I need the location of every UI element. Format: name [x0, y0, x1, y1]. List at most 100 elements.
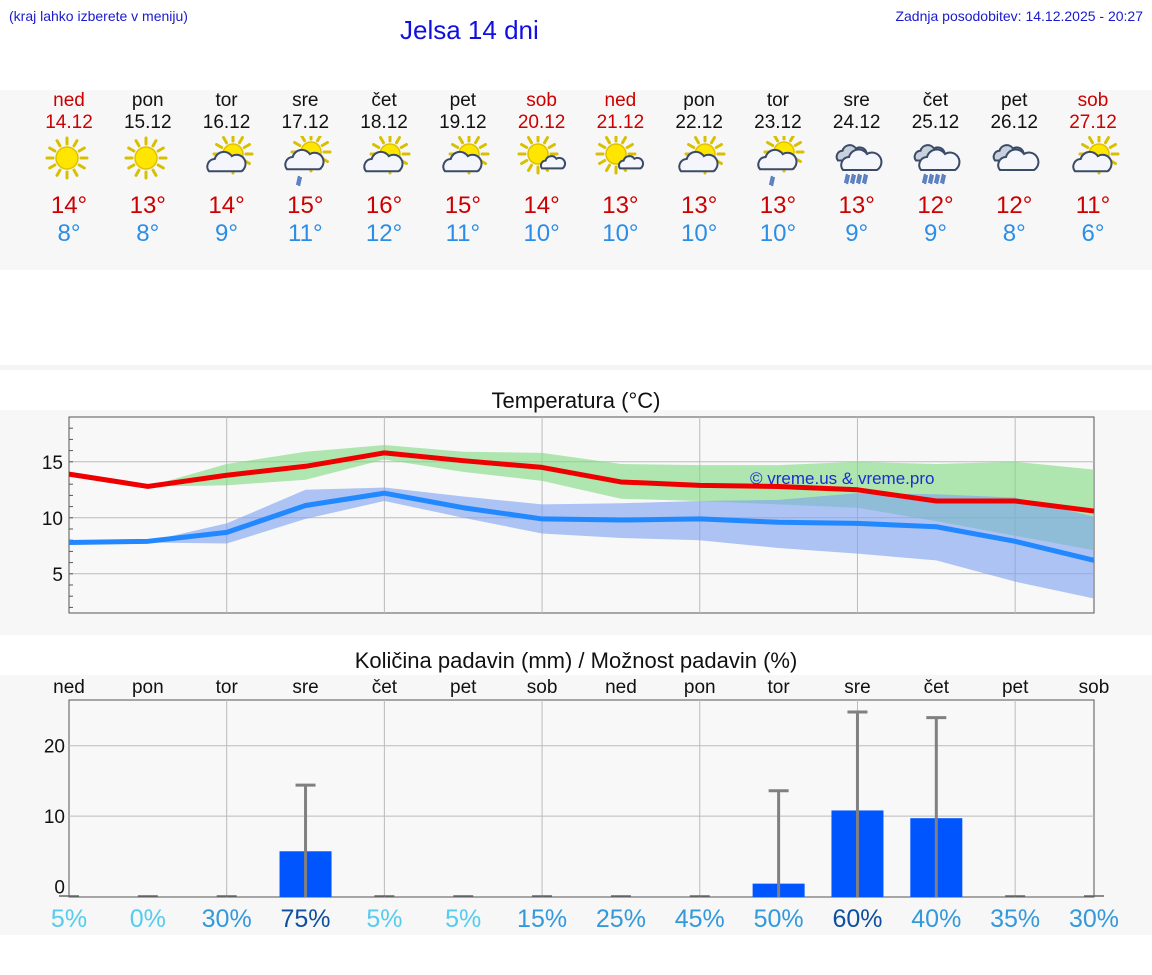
day-label: sob [527, 677, 558, 698]
day-label: pon [684, 677, 716, 698]
min-temperature: 11° [288, 220, 323, 247]
day-column[interactable]: pon 15.12 13° 8° [108, 90, 188, 248]
sun-cloud-icon [1072, 133, 1120, 175]
location-menu-hint[interactable]: (kraj lahko izberete v meniju) [9, 8, 188, 24]
day-label: tor [768, 677, 791, 698]
page-title: Jelsa 14 dni [400, 15, 539, 45]
day-name: ned [53, 90, 85, 111]
day-column[interactable]: pet 19.12 15° 11° [423, 90, 503, 248]
day-label: pon [132, 677, 164, 698]
day-column[interactable]: čet 18.12 16° 12° [344, 90, 424, 248]
precipitation-probability: 30% [202, 905, 252, 933]
day-column[interactable]: pet 26.12 12° 8° [974, 90, 1054, 248]
min-temperature: 8° [136, 220, 160, 247]
min-temperature: 9° [923, 220, 947, 247]
temperature-chart-title: Temperatura (°C) [491, 388, 661, 413]
max-temperature: 12° [917, 192, 954, 219]
weather-icon-wrap [580, 133, 660, 192]
day-column[interactable]: sre 24.12 13° 9° [817, 90, 897, 248]
cloud-rain-icon [835, 144, 883, 185]
max-temperature-line [68, 450, 1095, 514]
weather-icon-wrap [817, 136, 897, 192]
sun-icon [45, 136, 89, 180]
precipitation-probability: 45% [675, 905, 725, 933]
precipitation-probability: 5% [51, 905, 87, 933]
last-update-text: Zadnja posodobitev: 14.12.2025 - 20:27 [895, 8, 1143, 24]
sun-cloud-icon [442, 133, 490, 175]
y-tick-label: 5 [52, 565, 63, 586]
weather-icon-wrap [187, 133, 267, 192]
day-label: ned [605, 677, 637, 698]
day-column[interactable]: ned 21.12 13° 10° [580, 90, 660, 248]
max-temperature: 13° [838, 192, 875, 219]
max-temperature-range [69, 445, 1094, 551]
max-temperature: 13° [759, 192, 797, 219]
day-date: 25.12 [911, 112, 960, 133]
day-name: sre [292, 90, 319, 111]
max-temperature: 13° [129, 192, 166, 219]
day-column[interactable]: sre 17.12 15° 11° [265, 90, 345, 248]
max-temperature: 14° [208, 192, 245, 219]
weather-icon-wrap [344, 133, 424, 192]
weather-icon-wrap [29, 136, 109, 192]
sun-cloud-rain-icon [284, 131, 332, 187]
min-temperature: 11° [445, 220, 481, 247]
y-tick-label: 20 [44, 737, 65, 758]
day-name: čet [371, 90, 397, 111]
day-label: sob [1079, 677, 1110, 698]
min-temperature: 9° [215, 220, 238, 247]
day-column[interactable]: čet 25.12 12° 9° [895, 90, 975, 248]
max-temperature: 15° [287, 192, 324, 219]
day-column[interactable]: tor 23.12 13° 10° [738, 90, 818, 248]
max-temperature: 15° [444, 192, 481, 219]
precipitation-chart-title: Količina padavin (mm) / Možnost padavin … [354, 648, 798, 673]
max-temperature: 13° [602, 192, 639, 219]
sun-small-cloud-icon [517, 133, 566, 175]
weather-icon-wrap [1053, 133, 1133, 192]
min-temperature: 9° [845, 220, 869, 247]
day-date: 15.12 [123, 112, 172, 133]
cloud-rain-icon [914, 144, 961, 185]
precipitation-probability: 5% [445, 905, 481, 933]
min-temperature: 10° [759, 220, 797, 247]
min-temperature: 10° [523, 220, 560, 247]
sun-icon [124, 136, 168, 180]
day-column[interactable]: sob 27.12 11° 6° [1053, 90, 1133, 248]
day-date: 26.12 [990, 112, 1038, 133]
day-label: tor [216, 677, 239, 698]
max-temperature: 12° [996, 192, 1033, 219]
day-column[interactable]: pon 22.12 13° 10° [659, 90, 739, 248]
min-temperature: 8° [1002, 220, 1026, 247]
day-name: tor [766, 90, 790, 111]
day-name: pon [683, 90, 715, 111]
precipitation-probability: 30% [1069, 905, 1119, 933]
sun-cloud-icon [678, 133, 726, 175]
max-temperature: 14° [523, 192, 560, 219]
day-date: 24.12 [832, 112, 881, 133]
day-name: pon [131, 90, 164, 111]
y-tick-label: 0 [54, 877, 65, 898]
day-label: čet [924, 677, 950, 698]
day-label: sre [292, 677, 318, 698]
day-date: 17.12 [281, 112, 330, 133]
y-tick-label: 10 [44, 807, 65, 828]
weather-icon-wrap [502, 133, 582, 192]
y-tick-label: 10 [42, 509, 63, 530]
day-column[interactable]: ned 14.12 14° 8° [29, 90, 109, 248]
day-name: sre [843, 90, 870, 111]
daily-forecast-panel [0, 90, 1152, 270]
day-column[interactable]: tor 16.12 14° 9° [187, 90, 267, 248]
weather-icon-wrap [265, 131, 345, 192]
day-name: tor [215, 90, 238, 111]
day-column[interactable]: sob 20.12 14° 10° [502, 90, 582, 248]
weather-icon-wrap [974, 136, 1054, 192]
day-date: 18.12 [360, 112, 408, 133]
min-temperature: 12° [365, 220, 403, 247]
day-date: 14.12 [45, 112, 93, 133]
day-date: 22.12 [675, 112, 723, 133]
day-date: 23.12 [754, 112, 802, 133]
day-name: čet [922, 90, 949, 111]
precipitation-probability: 0% [130, 905, 166, 933]
precipitation-probability: 5% [366, 905, 402, 933]
